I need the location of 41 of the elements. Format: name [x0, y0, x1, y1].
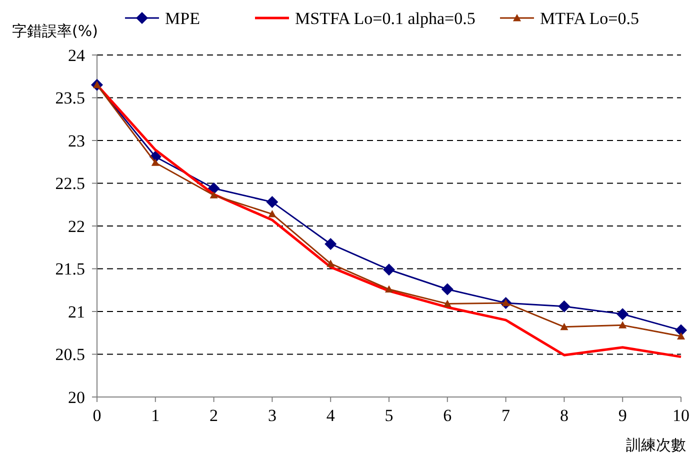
- y-tick-label: 23: [68, 131, 85, 150]
- y-axis-title: 字錯誤率(%): [12, 22, 98, 40]
- point: [675, 324, 687, 336]
- point: [326, 260, 335, 267]
- y-tick-label: 21: [68, 302, 85, 322]
- point: [443, 300, 452, 308]
- point: [618, 321, 627, 328]
- y-tick-label: 23.5: [55, 88, 85, 108]
- y-tick-label: 20: [68, 388, 85, 407]
- x-tick-label: 2: [210, 406, 218, 425]
- x-tick-label: 3: [268, 406, 276, 425]
- x-tick-label: 0: [92, 406, 102, 425]
- point: [324, 238, 337, 250]
- y-tick-label: 22.5: [55, 174, 85, 194]
- x-tick-label: 5: [384, 406, 394, 425]
- point: [210, 191, 218, 198]
- y-tick-label: 22: [68, 216, 85, 236]
- point: [151, 158, 160, 166]
- point: [385, 285, 393, 292]
- point: [560, 322, 568, 330]
- x-tick-label: 4: [326, 406, 336, 425]
- x-tick-label: 9: [618, 406, 627, 425]
- point: [268, 210, 276, 218]
- x-tick-label: 1: [151, 406, 160, 425]
- legend-label: MPE: [165, 9, 200, 28]
- point: [441, 283, 454, 296]
- point: [677, 332, 685, 340]
- x-tick-label: 10: [672, 406, 690, 425]
- legend-label: MTFA Lo=0.5: [540, 9, 640, 28]
- point: [616, 308, 629, 320]
- x-axis-title: 訓練次數: [626, 436, 686, 454]
- x-tick-label: 6: [443, 406, 452, 425]
- point: [266, 196, 278, 208]
- x-tick-label: 7: [502, 406, 511, 425]
- point: [383, 264, 395, 276]
- y-tick-label: 20.5: [55, 345, 85, 364]
- point: [558, 300, 570, 312]
- legend-label: MSTFA Lo=0.1 alpha=0.5: [295, 9, 476, 28]
- y-tick-label: 21.5: [55, 260, 85, 279]
- y-tick-label: 24: [68, 46, 86, 65]
- x-tick-label: 8: [560, 406, 568, 425]
